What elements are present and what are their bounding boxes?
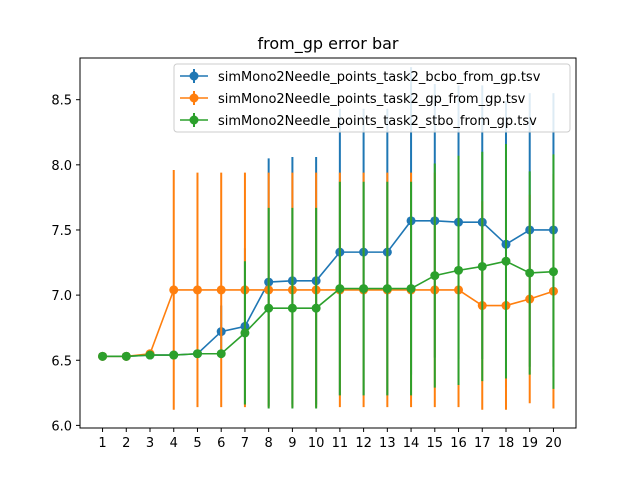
x-tick-label: 20 bbox=[545, 436, 562, 451]
y-tick-label: 7.0 bbox=[51, 289, 72, 304]
data-point bbox=[192, 349, 202, 359]
data-point bbox=[169, 285, 179, 295]
axes-frame bbox=[79, 57, 577, 429]
x-tick-label: 15 bbox=[427, 436, 444, 451]
data-point bbox=[216, 285, 226, 295]
x-axis: 1 2 3 4 5 6 7 8 9 10 11 12 13 14 15 16 17 18 19 20 bbox=[98, 428, 562, 451]
data-point bbox=[145, 350, 155, 360]
y-tick-label: 8.5 bbox=[51, 94, 72, 109]
x-tick-label: 4 bbox=[170, 436, 178, 451]
x-tick-label: 6 bbox=[217, 436, 225, 451]
x-tick-label: 13 bbox=[379, 436, 396, 451]
data-point bbox=[477, 261, 487, 271]
legend-label: simMono2Needle_points_task2_bcbo_from_gp… bbox=[218, 70, 541, 85]
data-point bbox=[287, 303, 297, 313]
data-point bbox=[359, 284, 369, 294]
y-tick-label: 6.0 bbox=[51, 419, 72, 434]
chart-title: from_gp error bar bbox=[258, 34, 399, 54]
legend: simMono2Needle_points_task2_bcbo_from_gp… bbox=[173, 63, 571, 133]
x-tick-label: 19 bbox=[521, 436, 538, 451]
data-point bbox=[192, 285, 202, 295]
data-point bbox=[98, 351, 108, 361]
x-tick-label: 12 bbox=[355, 436, 372, 451]
data-point bbox=[454, 265, 464, 275]
x-tick-label: 17 bbox=[474, 436, 491, 451]
legend-marker bbox=[189, 71, 199, 81]
y-tick-label: 6.5 bbox=[51, 354, 72, 369]
x-tick-label: 7 bbox=[241, 436, 249, 451]
data-point bbox=[382, 284, 392, 294]
x-tick-label: 8 bbox=[265, 436, 273, 451]
data-point bbox=[311, 303, 321, 313]
x-tick-label: 3 bbox=[146, 436, 154, 451]
x-tick-label: 11 bbox=[332, 436, 349, 451]
series-layer bbox=[98, 67, 558, 410]
legend-item: simMono2Needle_points_task2_bcbo_from_gp… bbox=[180, 69, 541, 85]
x-tick-label: 9 bbox=[288, 436, 296, 451]
x-tick-label: 5 bbox=[193, 436, 201, 451]
x-tick-label: 14 bbox=[403, 436, 420, 451]
legend-box bbox=[173, 63, 571, 133]
data-point bbox=[335, 284, 345, 294]
data-point bbox=[501, 256, 511, 266]
data-point bbox=[216, 349, 226, 359]
x-tick-label: 18 bbox=[498, 436, 515, 451]
data-point bbox=[548, 267, 558, 277]
series-3 bbox=[98, 143, 558, 409]
x-tick-label: 10 bbox=[308, 436, 325, 451]
data-point bbox=[169, 350, 179, 360]
data-point bbox=[264, 303, 274, 313]
y-tick-label: 7.5 bbox=[51, 224, 72, 239]
legend-marker bbox=[189, 115, 199, 125]
y-axis: 6.0 6.5 7.0 7.5 8.0 8.5 bbox=[51, 94, 80, 434]
x-tick-label: 16 bbox=[450, 436, 467, 451]
data-point bbox=[121, 351, 131, 361]
x-tick-label: 2 bbox=[122, 436, 130, 451]
data-point bbox=[406, 284, 416, 294]
legend-label: simMono2Needle_points_task2_gp_from_gp.t… bbox=[218, 92, 526, 107]
legend-label: simMono2Needle_points_task2_stbo_from_gp… bbox=[218, 114, 537, 129]
y-tick-label: 8.0 bbox=[51, 159, 72, 174]
data-point bbox=[525, 268, 535, 278]
legend-marker bbox=[189, 93, 199, 103]
data-point bbox=[430, 271, 440, 281]
x-tick-label: 1 bbox=[98, 436, 106, 451]
data-point bbox=[240, 328, 250, 338]
legend-item: simMono2Needle_points_task2_stbo_from_gp… bbox=[180, 113, 537, 129]
legend-item: simMono2Needle_points_task2_gp_from_gp.t… bbox=[180, 91, 526, 107]
